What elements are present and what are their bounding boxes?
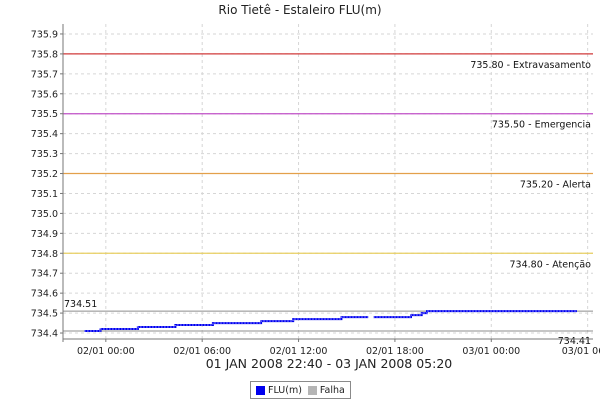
y-tick-label: 734.8 bbox=[31, 249, 58, 260]
y-tick-label: 735.1 bbox=[31, 189, 58, 200]
y-tick-label: 735.0 bbox=[31, 209, 58, 220]
series-markers-flu bbox=[84, 316, 369, 332]
legend: FLU(m) Falha bbox=[250, 381, 351, 399]
y-tick-label: 734.9 bbox=[31, 229, 58, 240]
series-lines bbox=[84, 310, 577, 332]
legend-swatch-flu bbox=[256, 385, 265, 395]
threshold-label: 735.20 - Alerta bbox=[520, 180, 591, 191]
reference-label: 734.41 bbox=[558, 336, 591, 347]
legend-swatch-falha bbox=[307, 385, 317, 395]
plot-area bbox=[63, 24, 593, 339]
y-tick-label: 735.9 bbox=[31, 29, 58, 40]
legend-item-flu: FLU(m) bbox=[256, 385, 302, 396]
chart-subtitle: 01 JAN 2008 22:40 - 03 JAN 2008 05:20 bbox=[206, 356, 453, 371]
y-tick-label: 735.2 bbox=[31, 169, 58, 180]
x-tick-label: 02/01 06:00 bbox=[173, 346, 231, 357]
y-tick-label: 735.6 bbox=[31, 89, 58, 100]
threshold-label: 734.80 - Atenção bbox=[510, 259, 592, 270]
x-tick-label: 02/01 12:00 bbox=[270, 346, 328, 357]
x-tick-label: 03/01 00:00 bbox=[462, 346, 520, 357]
x-tick-label: 02/01 00:00 bbox=[77, 346, 135, 357]
threshold-lines: 735.80 - Extravasamento 735.50 - Emergenc… bbox=[63, 53, 593, 270]
legend-label-falha: Falha bbox=[319, 384, 345, 396]
axes: 734.4 734.5 734.6 734.7 734.8 734.9 735.0 735.1… bbox=[31, 24, 600, 357]
y-tick-label: 735.4 bbox=[31, 129, 58, 140]
chart-title: Rio Tietê - Estaleiro FLU(m) bbox=[218, 3, 381, 17]
y-tick-label: 735.7 bbox=[31, 69, 58, 80]
series-markers-flu bbox=[373, 310, 577, 319]
y-tick-label: 734.6 bbox=[31, 289, 58, 300]
threshold-label: 735.80 - Extravasamento bbox=[470, 60, 591, 71]
threshold-label: 735.50 - Emergencia bbox=[492, 120, 591, 131]
reference-label: 734.51 bbox=[64, 299, 97, 310]
y-tick-label: 734.5 bbox=[31, 309, 58, 320]
legend-label-flu: FLU(m) bbox=[268, 384, 302, 396]
grid bbox=[63, 24, 593, 339]
y-tick-label: 734.7 bbox=[31, 269, 58, 280]
y-tick-label: 735.5 bbox=[31, 109, 58, 120]
y-tick-label: 735.3 bbox=[31, 149, 58, 160]
x-tick-label: 02/01 18:00 bbox=[366, 346, 424, 357]
y-tick-label: 735.8 bbox=[31, 49, 58, 60]
y-tick-label: 734.4 bbox=[31, 329, 58, 340]
x-tick-label: 03/01 06:0 bbox=[562, 346, 600, 357]
legend-item-falha: Falha bbox=[307, 384, 345, 396]
